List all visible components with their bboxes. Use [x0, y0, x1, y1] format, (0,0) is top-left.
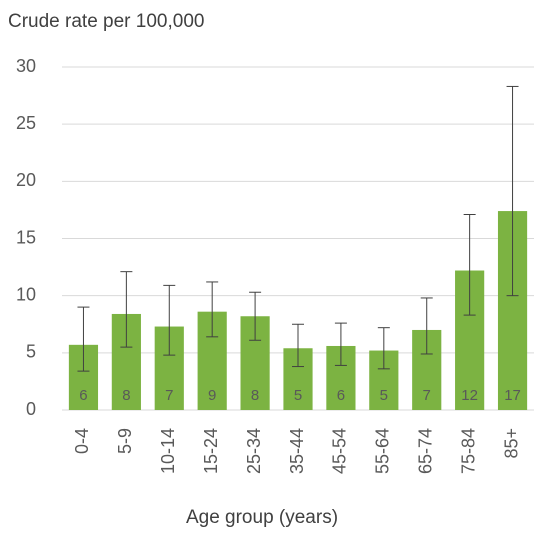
value-label: 5	[294, 387, 302, 404]
value-label: 8	[251, 387, 259, 404]
y-tick-label: 5	[26, 342, 36, 362]
x-tick-label: 35-44	[287, 428, 307, 474]
value-label: 5	[380, 387, 388, 404]
value-label: 8	[122, 387, 130, 404]
chart-title: Crude rate per 100,000	[8, 11, 204, 32]
value-label: 12	[461, 387, 478, 404]
x-tick-label: 15-24	[201, 428, 221, 474]
value-label: 7	[165, 387, 173, 404]
y-tick-label: 10	[16, 284, 36, 304]
value-label: 9	[208, 387, 216, 404]
x-tick-label: 10-14	[158, 428, 178, 474]
x-tick-label: 0-4	[72, 428, 92, 454]
y-tick-label: 20	[16, 170, 36, 190]
value-label: 6	[337, 387, 345, 404]
y-tick-label: 30	[16, 56, 36, 76]
y-tick-label: 0	[26, 399, 36, 419]
error-bar	[292, 323, 304, 368]
error-bar	[334, 322, 347, 366]
x-tick-label: 55-64	[373, 428, 393, 474]
error-bar	[163, 284, 176, 356]
x-tick-label: 25-34	[244, 428, 264, 474]
y-tick-label: 15	[16, 227, 36, 247]
value-label: 7	[423, 387, 431, 404]
x-tick-label: 75-84	[458, 428, 478, 474]
error-bar	[120, 271, 133, 348]
error-bar	[377, 327, 390, 370]
error-bar	[506, 85, 519, 297]
error-bar	[249, 291, 262, 341]
value-label: 17	[504, 387, 521, 404]
x-tick-label: 65-74	[415, 428, 435, 474]
error-bar	[420, 297, 433, 355]
error-bar	[77, 306, 90, 372]
error-bar	[206, 281, 219, 338]
x-tick-label: 85+	[501, 428, 521, 459]
x-tick-label: 45-54	[330, 428, 350, 474]
y-tick-label: 25	[16, 113, 36, 133]
x-axis-title: Age group (years)	[186, 507, 338, 528]
error-bar	[463, 213, 476, 316]
value-label: 6	[79, 387, 87, 404]
x-tick-label: 5-9	[115, 428, 135, 454]
